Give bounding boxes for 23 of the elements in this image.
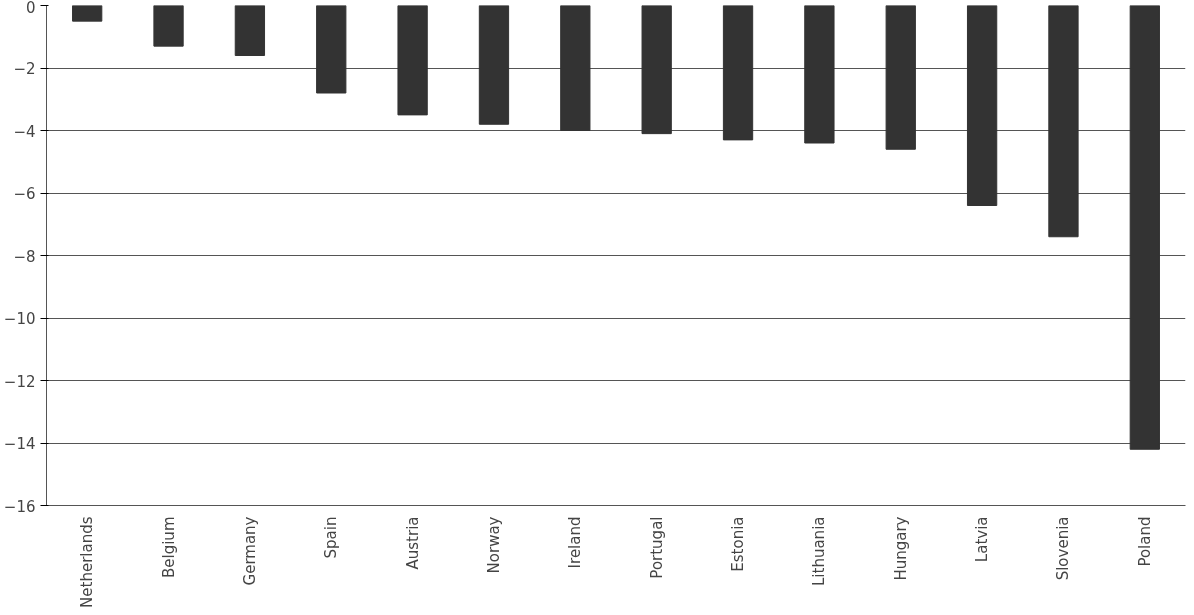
y-tick-label: −6 [13, 185, 36, 203]
x-tick-label: Lithuania [810, 516, 829, 586]
x-tick-label: Estonia [729, 516, 748, 572]
x-tick-label: Portugal [647, 516, 666, 579]
y-tick-label: −8 [13, 247, 36, 266]
x-tick-label: Germany [240, 516, 259, 586]
y-tick-label: 0 [25, 0, 36, 17]
x-tick-label: Slovenia [1054, 516, 1073, 581]
x-tick-label: Belgium [159, 516, 178, 578]
y-tick-label: −12 [3, 372, 36, 391]
x-tick-label: Ireland [566, 516, 585, 569]
x-tick-label: Latvia [973, 516, 992, 563]
x-tick-label: Poland [1135, 516, 1154, 567]
y-tick-label: −10 [3, 310, 36, 328]
x-tick-label: Spain [322, 516, 341, 559]
x-tick-label: Hungary [891, 516, 910, 581]
y-tick-label: −14 [3, 435, 36, 453]
y-tick-label: −2 [13, 60, 36, 78]
y-tick-label: −16 [3, 497, 36, 516]
x-tick-label: Netherlands [78, 516, 97, 608]
x-tick-label: Norway [484, 516, 503, 574]
y-tick-label: −4 [13, 122, 36, 141]
x-tick-label: Austria [403, 516, 422, 570]
